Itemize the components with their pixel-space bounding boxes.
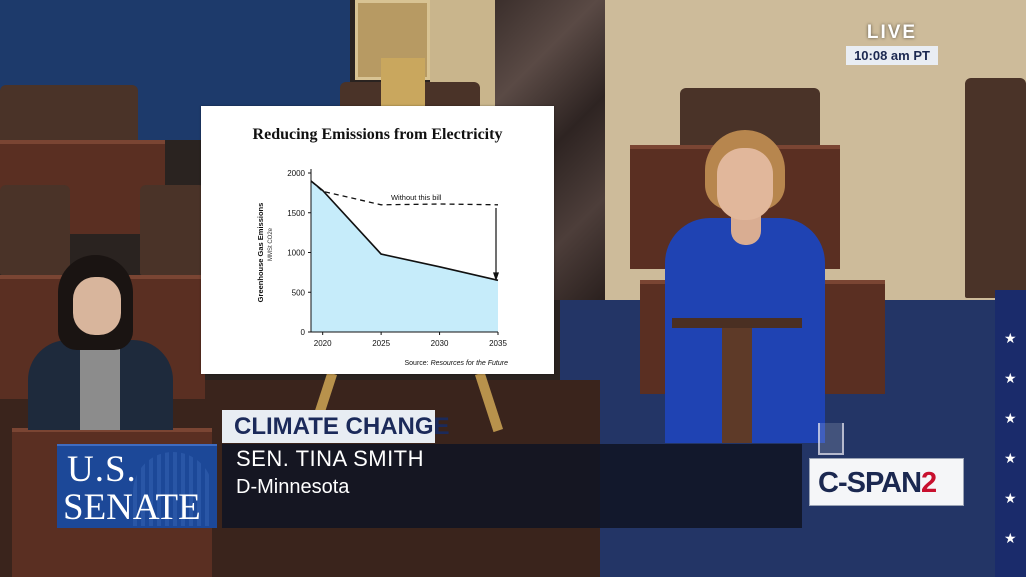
lectern xyxy=(672,318,802,328)
capitol-dome-icon xyxy=(133,452,213,526)
chart-title: Reducing Emissions from Electricity xyxy=(252,126,503,143)
emissions-area xyxy=(311,180,498,332)
x-tick-label: 2035 xyxy=(489,339,507,348)
annotation-label: Without this bill xyxy=(391,193,442,202)
chart-source: Source: Resources for the Future xyxy=(404,360,508,367)
reduction-arrowhead xyxy=(493,272,499,282)
cspan2-logo: C-SPAN2 xyxy=(809,458,964,506)
easel-top xyxy=(381,58,425,108)
chair xyxy=(0,85,138,145)
lectern-post xyxy=(722,328,752,443)
us-senate-logo: U.S. SENATE xyxy=(57,444,217,528)
logo-line1: U.S. xyxy=(67,449,137,490)
x-tick-label: 2020 xyxy=(314,339,332,348)
live-label: LIVE xyxy=(866,22,918,43)
network-channel: 2 xyxy=(921,467,937,499)
y-axis-unit: MMSt CO2e xyxy=(268,227,274,261)
speaker-party: D-Minnesota xyxy=(236,476,350,498)
water-glass xyxy=(818,423,844,455)
y-tick-label: 1000 xyxy=(287,249,305,258)
y-tick-label: 0 xyxy=(301,328,306,337)
staff-member xyxy=(28,255,173,430)
lower-third xyxy=(222,444,802,528)
logo-line2: SENATE xyxy=(63,487,201,528)
topic-banner: CLIMATE CHANGE xyxy=(222,410,450,443)
broadcast-time: 10:08 am PT xyxy=(846,46,938,65)
chart-poster: Reducing Emissions from Electricity With… xyxy=(201,106,554,374)
chair xyxy=(140,185,205,275)
y-tick-label: 2000 xyxy=(287,169,305,178)
x-tick-label: 2030 xyxy=(431,339,449,348)
emissions-chart: Without this bill 0 500 1000 1500 2000 2020 202… xyxy=(256,169,507,348)
without-bill-line xyxy=(310,180,499,206)
y-tick-label: 1500 xyxy=(287,209,305,218)
y-axis-label: Greenhouse Gas Emissions xyxy=(256,203,265,303)
speaker-name: SEN. TINA SMITH xyxy=(236,446,425,471)
chair xyxy=(965,78,1026,298)
y-tick-label: 500 xyxy=(292,288,306,297)
x-tick-label: 2025 xyxy=(372,339,390,348)
chair xyxy=(0,185,70,275)
live-indicator: LIVE 10:08 am PT xyxy=(846,22,938,65)
network-name: C-SPAN xyxy=(818,467,922,499)
us-flag: ★ ★ ★ ★ ★ ★ xyxy=(995,290,1026,577)
